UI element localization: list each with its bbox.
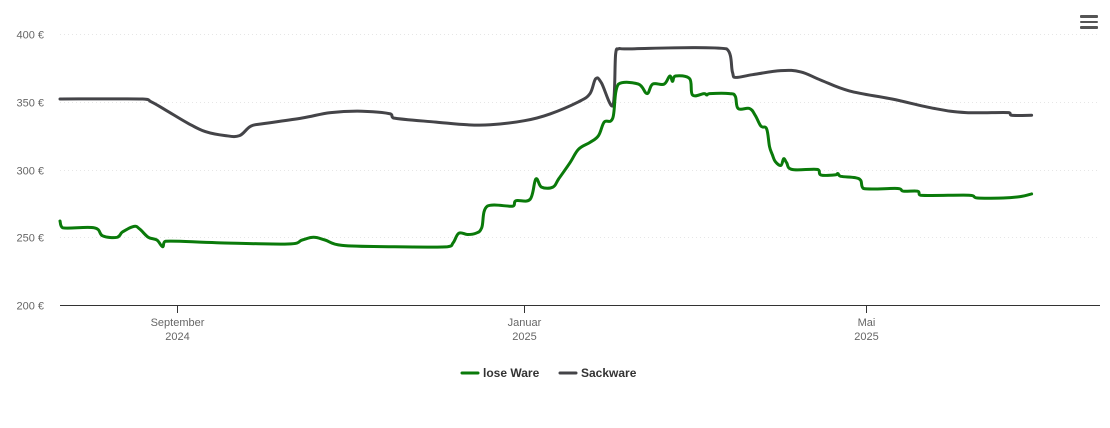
series-line-sackware — [58, 46, 1034, 139]
y-tick-label: 250 € — [16, 233, 44, 245]
legend-label: Sackware — [581, 366, 637, 380]
legend[interactable]: lose Ware Sackware — [460, 366, 637, 380]
x-tick-label: September — [151, 317, 205, 329]
y-tick-label: 300 € — [16, 166, 44, 178]
x-tick-label: Mai — [858, 317, 876, 329]
menu-bar — [1080, 20, 1098, 23]
x-tick-label-year: 2025 — [512, 331, 536, 343]
axes: 200 € 250 € 300 € 350 € 400 € September 2024 Ja… — [16, 30, 1100, 343]
y-tick-label: 400 € — [16, 30, 44, 42]
legend-item-sackware[interactable]: Sackware — [558, 366, 637, 380]
menu-bar — [1080, 26, 1098, 29]
legend-item-lose-ware[interactable]: lose Ware — [460, 366, 540, 380]
y-tick-label: 350 € — [16, 98, 44, 110]
series — [58, 46, 1034, 249]
legend-label: lose Ware — [483, 366, 540, 380]
x-tick-label: Januar — [508, 317, 542, 329]
series-line-lose-ware — [58, 74, 1034, 249]
menu-bar — [1080, 15, 1098, 18]
hamburger-menu-icon[interactable] — [1078, 12, 1100, 32]
grid — [60, 34, 1100, 238]
x-tick-label-year: 2025 — [854, 331, 878, 343]
x-tick-label-year: 2024 — [165, 331, 189, 343]
y-tick-label: 200 € — [16, 301, 44, 313]
